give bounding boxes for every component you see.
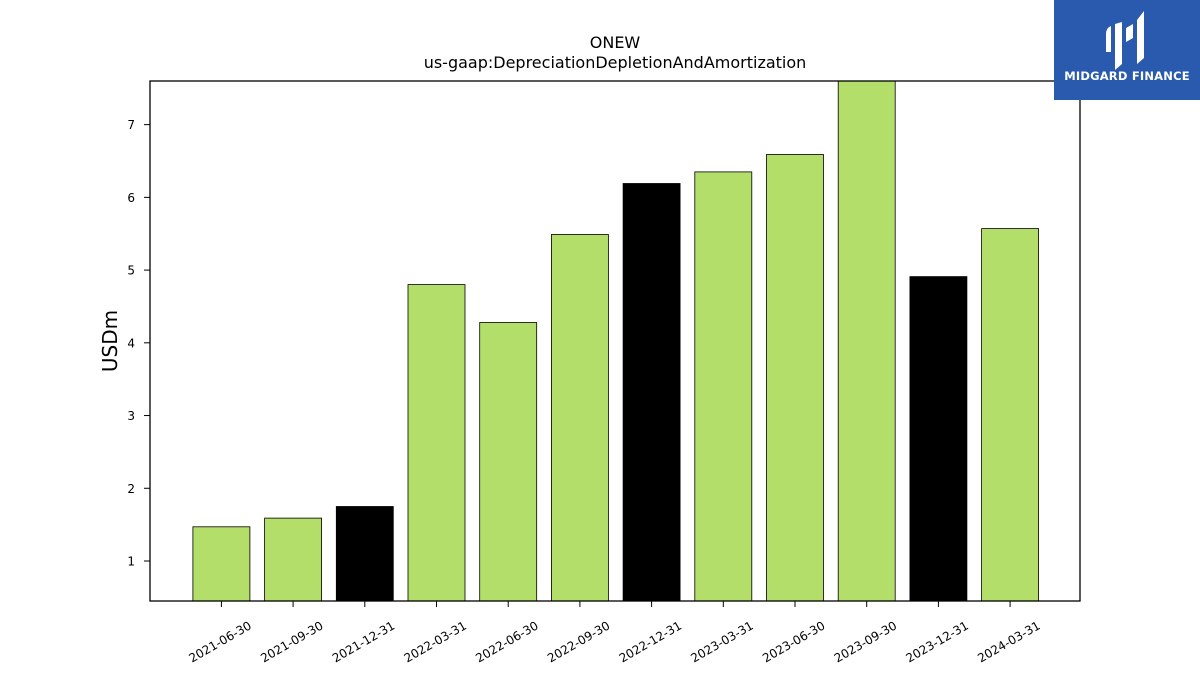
y-tick-label: 5 (127, 264, 135, 278)
y-tick-label: 2 (127, 482, 135, 496)
plot-frame (149, 80, 1081, 602)
x-tick-label: 2023-06-30 (760, 618, 827, 665)
x-tick-label: 2022-09-30 (545, 618, 612, 665)
bar-2023-06-30 (766, 154, 824, 602)
bar-2022-03-31 (407, 284, 466, 602)
bar-2021-09-30 (264, 517, 323, 602)
y-tick-label: 7 (127, 118, 135, 132)
y-tick-label: 6 (127, 191, 135, 205)
x-tick-label: 2023-09-30 (832, 618, 899, 665)
bar-2021-12-31 (335, 506, 394, 602)
x-tick-label: 2021-06-30 (186, 618, 253, 665)
x-tick-label: 2022-12-31 (617, 618, 684, 665)
x-tick-label: 2024-03-31 (975, 618, 1042, 665)
bar-2024-03-31 (981, 228, 1039, 602)
x-axis-ticks: 2021-06-30 2021-09-30 2021-12-31 2022-03-31… (186, 601, 1043, 665)
y-axis-label: USDm (98, 310, 122, 372)
chart-subtitle: us-gaap:DepreciationDepletionAndAmortiza… (424, 53, 807, 72)
chart-title: ONEW (590, 33, 641, 52)
x-tick-label: 2023-12-31 (903, 618, 970, 665)
x-tick-label: 2023-03-31 (688, 618, 755, 665)
y-tick-label: 1 (127, 555, 135, 569)
logo-text: MIDGARD FINANCE (1064, 69, 1190, 83)
bars-group (192, 80, 1039, 602)
y-tick-label: 3 (127, 409, 135, 423)
x-tick-label: 2022-03-31 (402, 618, 469, 665)
bar-2023-03-31 (694, 171, 753, 602)
bar-2022-06-30 (479, 322, 538, 602)
midgard-logo-icon (1106, 11, 1144, 70)
bar-2021-06-30 (192, 526, 251, 602)
y-axis-ticks: 1 2 3 4 5 6 7 (127, 118, 150, 569)
brand-logo: MIDGARD FINANCE (1054, 0, 1200, 100)
bar-2023-12-31 (909, 276, 968, 602)
x-tick-label: 2022-06-30 (473, 618, 540, 665)
x-tick-label: 2021-09-30 (258, 618, 325, 665)
bar-2022-12-31 (622, 183, 681, 602)
x-tick-label: 2021-12-31 (330, 618, 397, 665)
bar-2023-09-30 (837, 80, 896, 602)
bar-2022-09-30 (551, 234, 609, 602)
y-tick-label: 4 (127, 336, 135, 350)
